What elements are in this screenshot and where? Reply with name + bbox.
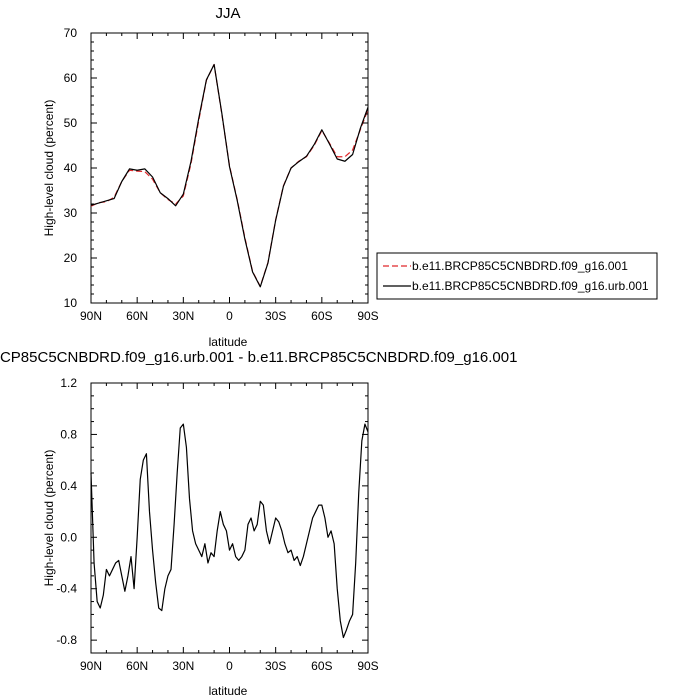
top-y-tick-label: 40 bbox=[64, 161, 78, 175]
legend: b.e11.BRCP85C5CNBDRD.f09_g16.001 b.e11.B… bbox=[376, 252, 658, 300]
bottom-x-tick-label: 0 bbox=[226, 659, 233, 673]
bottom-y-tick-label: -0.4 bbox=[56, 582, 77, 596]
bottom-y-tick-label: -0.8 bbox=[56, 633, 77, 647]
bottom-panel: b.e11.BRCP85C5CNBDRD.f09_g16.urb.001 - b… bbox=[0, 349, 517, 698]
top-x-tick-label: 90S bbox=[357, 309, 378, 323]
top-x-tick-label: 60S bbox=[311, 309, 332, 323]
top-x-tick-label: 30N bbox=[172, 309, 194, 323]
top-y-tick-label: 20 bbox=[64, 251, 78, 265]
bottom-panel-x-axis-label: latitude bbox=[209, 684, 248, 698]
top-x-tick-label: 0 bbox=[226, 309, 233, 323]
legend-box bbox=[376, 252, 658, 300]
bottom-y-tick-label: 1.2 bbox=[60, 376, 77, 390]
top-y-tick-label: 10 bbox=[64, 296, 78, 310]
top-y-tick-label: 50 bbox=[64, 116, 78, 130]
bottom-panel-plot-frame bbox=[90, 382, 369, 654]
bottom-x-tick-label: 30N bbox=[172, 659, 194, 673]
top-panel-y-axis-label: High-level cloud (percent) bbox=[42, 100, 56, 237]
top-panel-x-axis-label: latitude bbox=[209, 335, 248, 349]
top-panel-title: JJA bbox=[215, 5, 240, 22]
legend-entry-series-2: b.e11.BRCP85C5CNBDRD.f09_g16.urb.001 bbox=[412, 279, 649, 293]
legend-entry-series-1: b.e11.BRCP85C5CNBDRD.f09_g16.001 bbox=[412, 259, 628, 273]
bottom-panel-y-axis-label: High-level cloud (percent) bbox=[42, 450, 56, 587]
top-y-tick-label: 30 bbox=[64, 206, 78, 220]
bottom-x-tick-label: 90S bbox=[357, 659, 378, 673]
bottom-x-tick-label: 60N bbox=[126, 659, 148, 673]
top-x-tick-label: 60N bbox=[126, 309, 148, 323]
top-x-tick-label: 30S bbox=[265, 309, 286, 323]
bottom-x-tick-label: 30S bbox=[265, 659, 286, 673]
top-series-line-2 bbox=[90, 63, 369, 288]
bottom-y-tick-label: 0.0 bbox=[60, 530, 77, 544]
top-panel: JJA 90N 60N 30N 0 30S 60S 90S 10 20 30 40 50 60 70 la… bbox=[42, 5, 379, 349]
bottom-panel-title: b.e11.BRCP85C5CNBDRD.f09_g16.urb.001 - b… bbox=[0, 349, 517, 366]
bottom-x-tick-label: 90N bbox=[80, 659, 102, 673]
bottom-x-tick-label: 60S bbox=[311, 659, 332, 673]
top-x-tick-label: 90N bbox=[80, 309, 102, 323]
top-y-tick-label: 70 bbox=[64, 26, 78, 40]
bottom-y-tick-label: 0.4 bbox=[60, 479, 77, 493]
bottom-series-line-1 bbox=[90, 423, 369, 639]
bottom-y-tick-label: 0.8 bbox=[60, 427, 77, 441]
top-y-tick-label: 60 bbox=[64, 71, 78, 85]
top-series-line-1 bbox=[90, 63, 369, 287]
